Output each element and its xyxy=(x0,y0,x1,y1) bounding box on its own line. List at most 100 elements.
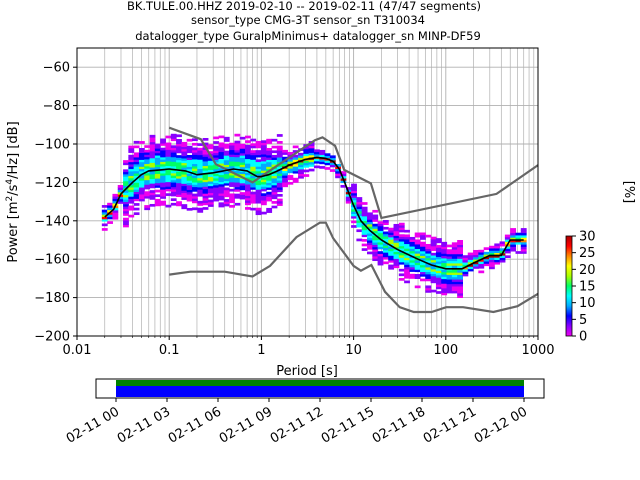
psd-histogram-cell xyxy=(266,210,273,213)
psd-histogram-cell xyxy=(218,156,225,159)
psd-histogram-cell xyxy=(123,213,129,216)
psd-histogram-cell xyxy=(207,146,214,150)
psd-histogram-cell xyxy=(372,237,379,241)
psd-histogram-cell xyxy=(441,290,448,293)
psd-histogram-cell xyxy=(138,187,145,190)
psd-histogram-cell xyxy=(266,184,273,188)
psd-histogram-cell xyxy=(313,151,320,155)
psd-histogram-cell xyxy=(123,176,129,179)
psd-histogram-cell xyxy=(107,221,113,224)
psd-histogram-cell xyxy=(149,148,156,152)
psd-histogram-cell xyxy=(107,202,113,206)
psd-histogram-cell xyxy=(462,271,469,275)
psd-histogram-cell xyxy=(123,180,129,184)
psd-histogram-cell xyxy=(138,166,145,170)
psd-histogram-cell xyxy=(260,186,267,190)
psd-histogram-cell xyxy=(271,164,278,167)
psd-histogram-cell xyxy=(266,180,273,183)
psd-histogram-cell xyxy=(361,234,368,238)
psd-histogram-cell xyxy=(218,151,225,155)
psd-histogram-cell xyxy=(393,263,400,266)
psd-histogram-cell xyxy=(361,213,368,217)
psd-histogram-cell xyxy=(260,179,267,183)
time-tick-label: 02-11 15 xyxy=(319,404,377,446)
psd-histogram-cell xyxy=(276,141,283,144)
psd-histogram-cell xyxy=(404,241,410,245)
psd-histogram-cell xyxy=(446,276,453,280)
psd-histogram-cell xyxy=(191,161,198,165)
psd-histogram-cell xyxy=(308,161,315,165)
psd-histogram-cell xyxy=(340,184,347,188)
colorbar-tick-label: 25 xyxy=(579,246,596,261)
psd-histogram-cell xyxy=(510,232,517,236)
psd-histogram-cell xyxy=(457,246,463,250)
psd-histogram-cell xyxy=(420,234,426,238)
psd-histogram-cell xyxy=(351,225,357,228)
colorbar-tick-label: 30 xyxy=(579,230,596,245)
psd-histogram-cell xyxy=(170,198,177,201)
psd-histogram-cell xyxy=(287,161,294,164)
psd-histogram-cell xyxy=(372,219,379,222)
psd-histogram-cell xyxy=(276,180,283,183)
psd-histogram-cell xyxy=(191,200,198,204)
psd-histogram-cell xyxy=(351,220,357,224)
psd-histogram-cell xyxy=(303,155,310,159)
psd-histogram-cell xyxy=(229,204,235,208)
psd-histogram-cell xyxy=(207,162,214,166)
psd-histogram-cell xyxy=(425,257,432,261)
psd-histogram-cell xyxy=(308,164,315,167)
psd-histogram-cell xyxy=(213,191,220,195)
title-line-1: BK.TULE.00.HHZ 2019-02-10 -- 2019-02-11 … xyxy=(127,0,481,13)
psd-histogram-cell xyxy=(404,273,410,277)
psd-histogram-cell xyxy=(144,163,151,167)
psd-histogram-cell xyxy=(250,150,257,153)
psd-histogram-cell xyxy=(144,191,151,194)
psd-histogram-cell xyxy=(367,251,373,255)
psd-histogram-cell xyxy=(149,178,156,182)
psd-histogram-cell xyxy=(298,164,304,168)
psd-histogram-cell xyxy=(329,164,336,168)
psd-histogram-cell xyxy=(478,270,485,274)
psd-histogram-cell xyxy=(245,154,251,157)
psd-histogram-cell xyxy=(441,264,448,268)
psd-histogram-cell xyxy=(160,152,167,156)
psd-histogram-cell xyxy=(128,159,135,163)
psd-histogram-cell xyxy=(303,164,310,168)
psd-histogram-cell xyxy=(287,177,294,181)
psd-histogram-cell xyxy=(260,167,267,171)
psd-histogram-cell xyxy=(420,278,426,282)
psd-histogram-cell xyxy=(435,268,442,271)
psd-histogram-cell xyxy=(292,177,299,181)
psd-histogram-cell xyxy=(181,171,188,175)
psd-histogram-cell xyxy=(239,143,246,147)
psd-histogram-cell xyxy=(255,189,262,193)
psd-histogram-cell xyxy=(457,295,463,298)
psd-histogram-cell xyxy=(446,251,453,255)
psd-histogram-cell xyxy=(377,262,384,266)
psd-histogram-cell xyxy=(483,263,490,267)
psd-histogram-cell xyxy=(229,195,235,199)
psd-histogram-cell xyxy=(160,150,167,153)
psd-histogram-cell xyxy=(441,276,448,280)
psd-histogram-cell xyxy=(473,259,479,262)
psd-histogram-cell xyxy=(218,183,225,187)
psd-histogram-cell xyxy=(398,238,405,242)
psd-histogram-cell xyxy=(266,152,273,156)
psd-histogram-cell xyxy=(213,198,220,202)
psd-histogram-cell xyxy=(425,278,432,282)
psd-histogram-cell xyxy=(260,195,267,199)
psd-histogram-cell xyxy=(467,259,474,263)
psd-histogram-cell xyxy=(255,150,262,153)
psd-histogram-cell xyxy=(165,179,172,183)
psd-histogram-cell xyxy=(234,170,241,174)
psd-histogram-cell xyxy=(149,180,156,184)
colorbar-tick-label: 20 xyxy=(579,263,596,278)
psd-histogram-cell xyxy=(393,253,400,257)
psd-histogram-cell xyxy=(287,152,294,155)
psd-histogram-cell xyxy=(303,162,310,166)
psd-histogram-cell xyxy=(255,198,262,202)
psd-histogram-cell xyxy=(457,240,463,243)
psd-histogram-cell xyxy=(149,190,156,193)
psd-histogram-cell xyxy=(504,234,511,238)
psd-histogram-cell xyxy=(133,189,140,192)
